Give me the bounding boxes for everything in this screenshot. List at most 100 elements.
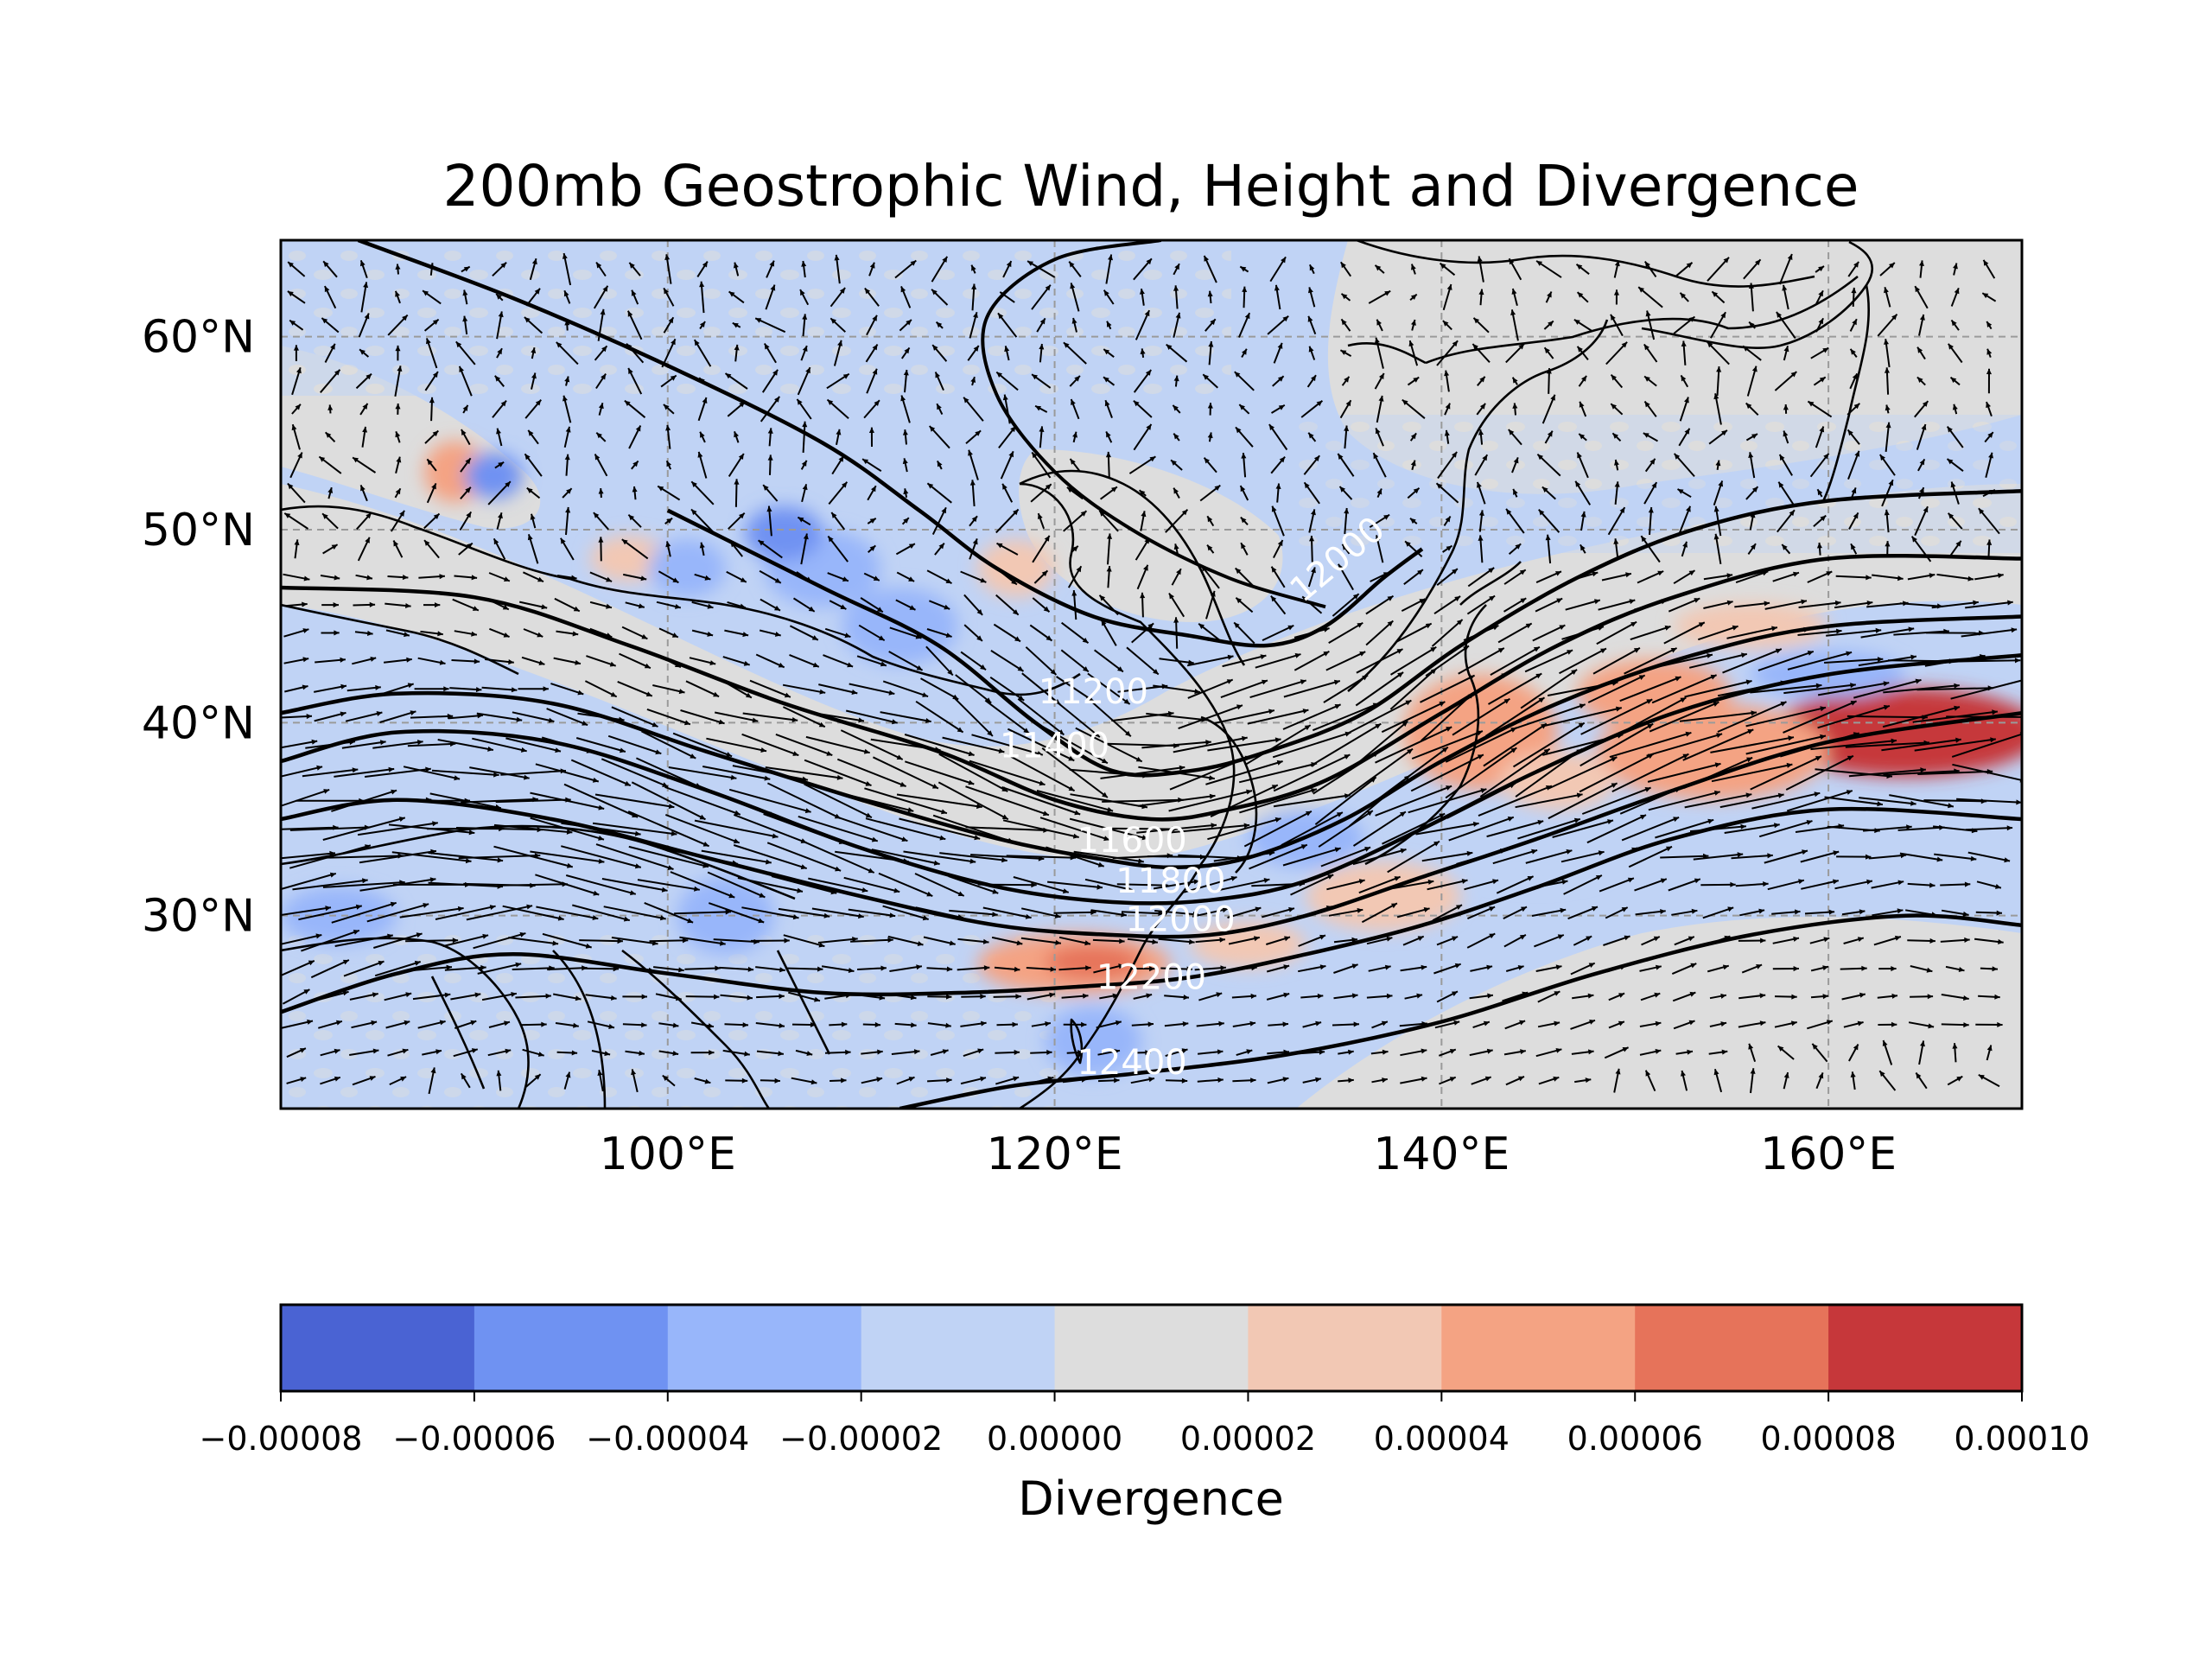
wind-vector	[1858, 654, 1917, 667]
wind-vector	[394, 290, 401, 304]
wind-vector	[900, 395, 911, 423]
wind-vector	[728, 453, 745, 477]
wind-vector	[1606, 964, 1626, 973]
wind-vector	[1580, 698, 1653, 735]
wind-vector	[771, 875, 837, 895]
wind-vector	[1985, 452, 1993, 478]
wind-vector	[1850, 487, 1857, 499]
wind-vector	[836, 758, 906, 788]
wind-vector	[1478, 785, 1553, 817]
wind-vector	[1850, 543, 1858, 555]
wind-vector	[384, 992, 412, 1001]
wind-vector	[871, 849, 940, 866]
contour-label-11200: 11200	[1039, 672, 1148, 712]
geostrophic-wind-vectors	[281, 252, 2022, 1095]
wind-vector	[1415, 821, 1479, 836]
wind-vector	[1643, 400, 1657, 417]
wind-vector	[291, 367, 302, 396]
wind-vector	[830, 287, 846, 308]
wind-vector	[1813, 514, 1827, 528]
wind-vector	[1446, 782, 1516, 819]
wind-vector	[1358, 875, 1401, 894]
wind-vector	[425, 338, 438, 369]
wind-vector	[485, 658, 514, 665]
wind-vector	[1166, 343, 1188, 363]
wind-vector	[969, 311, 978, 339]
wind-vector	[1525, 849, 1573, 864]
wind-vector	[1371, 1020, 1389, 1029]
wind-vector	[1106, 566, 1112, 588]
wind-vector	[1352, 848, 1407, 866]
wind-vector	[1443, 515, 1452, 526]
wind-vector	[556, 1050, 578, 1056]
wind-vector	[758, 539, 783, 559]
wind-vector	[969, 515, 978, 527]
wind-vector	[1496, 875, 1535, 894]
wind-vector	[1738, 938, 1766, 944]
wind-vector	[1309, 535, 1315, 563]
wind-vector	[1270, 594, 1287, 615]
wind-vector	[598, 402, 604, 416]
wind-vector	[694, 819, 779, 839]
wind-vector	[904, 734, 975, 757]
wind-vector	[1815, 289, 1824, 304]
wind-vector	[1953, 263, 1958, 276]
wind-vector	[1097, 1049, 1121, 1056]
wind-vector	[903, 369, 909, 393]
wind-vector	[601, 878, 668, 893]
wind-vector	[1061, 993, 1089, 999]
wind-vector	[798, 815, 879, 842]
wind-vector	[1547, 680, 1618, 696]
wind-vector	[1232, 1020, 1256, 1027]
wind-vector	[1372, 452, 1387, 478]
wind-vector	[575, 737, 626, 753]
wind-vector	[808, 877, 868, 893]
wind-vector	[1420, 674, 1476, 703]
wind-vector	[724, 1022, 749, 1028]
wind-vector	[291, 423, 301, 450]
wind-vector	[1503, 569, 1527, 585]
contour-label-11400: 11400	[1000, 727, 1109, 766]
wind-vector	[1947, 1075, 1963, 1086]
wind-vector	[788, 991, 821, 1002]
wind-vector	[1404, 993, 1423, 1000]
colorbar-tick-label: −0.00004	[586, 1420, 749, 1458]
wind-vector	[352, 1075, 376, 1086]
wind-vector	[1503, 906, 1528, 919]
wind-vector	[1467, 906, 1496, 920]
wind-vector	[1153, 684, 1201, 695]
wind-vector	[1745, 433, 1758, 442]
colorbar-cell	[474, 1305, 669, 1391]
wind-vector	[1476, 481, 1486, 505]
wind-vector	[619, 652, 652, 670]
wind-vector	[452, 598, 480, 612]
height-contour-11600	[281, 614, 2022, 870]
wind-vector	[1431, 619, 1464, 647]
wind-vector	[399, 906, 464, 918]
wind-vector	[284, 684, 308, 693]
wind-vector	[324, 343, 336, 363]
wind-vector	[1436, 340, 1459, 366]
wind-vector	[1302, 1020, 1322, 1028]
wind-vector	[1063, 510, 1088, 532]
wind-vector	[894, 259, 917, 279]
wind-vector	[1548, 756, 1618, 790]
wind-vector	[699, 542, 705, 556]
wind-vector	[1601, 572, 1632, 582]
wind-vector	[1086, 696, 1132, 738]
wind-vector	[1783, 346, 1789, 361]
wind-vector	[995, 1049, 1020, 1055]
wind-vector	[1684, 679, 1752, 698]
wind-vector	[392, 540, 404, 558]
wind-vector	[963, 1048, 984, 1058]
wind-vector	[283, 657, 309, 664]
height-contour-12200	[281, 806, 2022, 1014]
wind-vector	[621, 538, 649, 560]
wind-vector	[1918, 314, 1925, 336]
wind-vector	[1976, 880, 2002, 889]
wind-vector	[1308, 287, 1316, 308]
wind-vector	[522, 1048, 544, 1057]
wind-vector	[1783, 430, 1789, 444]
wind-vector	[1138, 489, 1147, 497]
wind-vector	[724, 372, 748, 390]
